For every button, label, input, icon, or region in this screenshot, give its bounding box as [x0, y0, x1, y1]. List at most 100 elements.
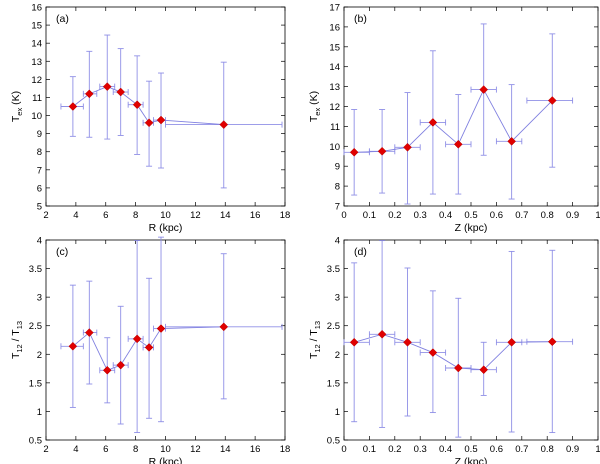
data-point [116, 87, 126, 97]
y-tick-label: 7 [335, 202, 340, 213]
x-tick-label: 0.9 [566, 210, 579, 221]
data-point [547, 96, 557, 105]
x-tick-label: 6 [103, 444, 108, 455]
x-tick-label: 18 [280, 444, 291, 455]
x-tick-label: 1 [595, 210, 600, 221]
data-point [479, 365, 489, 375]
y-tick-label: 2.5 [327, 321, 340, 332]
y-label-main: T [10, 352, 22, 359]
y-label-subscript: 12 [313, 344, 322, 352]
x-tick-label: 0.9 [566, 444, 579, 455]
panel-label: (c) [56, 246, 68, 258]
x-tick-label: 10 [160, 444, 171, 455]
y-tick-label: 7 [37, 165, 42, 176]
data-point [102, 82, 112, 91]
y-label-subscript: 12 [15, 344, 24, 352]
x-tick-label: 14 [220, 210, 231, 221]
y-tick-label: 10 [31, 111, 42, 122]
x-tick-label: 0.2 [388, 444, 401, 455]
x-tick-label: 0 [341, 210, 346, 221]
y-tick-label: 9 [37, 129, 42, 140]
data-point [116, 360, 126, 370]
data-point [219, 322, 229, 332]
x-tick-label: 14 [220, 444, 231, 455]
data-point [479, 85, 489, 94]
y-label-subscript: ex [313, 108, 322, 116]
y-tick-label: 16 [31, 3, 42, 14]
data-point [156, 115, 166, 125]
data-point [403, 142, 412, 152]
data-point [507, 337, 516, 347]
y-tick-label: 14 [329, 62, 340, 73]
x-tick-label: 4 [73, 210, 78, 221]
y-tick-label: 11 [32, 93, 42, 104]
x-tick-label: 0.6 [490, 444, 503, 455]
y-tick-label: 3.5 [29, 264, 42, 275]
x-tick-label: 8 [133, 444, 138, 455]
x-tick-label: 0.6 [490, 210, 503, 221]
y-tick-label: 1.5 [29, 378, 42, 389]
y-tick-label: 1 [37, 407, 42, 418]
y-tick-label: 9 [335, 162, 340, 173]
data-point [132, 100, 142, 110]
x-tick-label: 0.3 [414, 210, 427, 221]
x-tick-label: 0.4 [439, 444, 452, 455]
y-tick-label: 3 [335, 293, 340, 304]
x-tick-label: 0.5 [464, 210, 477, 221]
x-tick-label: 2 [43, 210, 48, 221]
panel-label: (a) [56, 13, 69, 25]
y-axis-label: T12 / T13 [10, 321, 24, 359]
y-tick-label: 13 [329, 82, 340, 93]
data-point [428, 118, 438, 127]
data-point [68, 102, 78, 111]
y-label-main: T [308, 352, 320, 359]
plot-frame [45, 239, 286, 441]
y-label-divider: / T [308, 329, 320, 345]
panel-c: 2 4 6 8 10 12 14 16 180.511.522.533.54R (kpc)T12… [10, 236, 290, 464]
y-label-main: T [308, 115, 320, 122]
y-tick-label: 0.5 [29, 436, 42, 447]
y-tick-label: 13 [31, 57, 42, 68]
x-tick-label: 8 [133, 210, 138, 221]
y-tick-label: 2.5 [29, 321, 42, 332]
x-tick-label: 4 [73, 444, 78, 455]
panel-d: 0 0.1 0.2 0.3 0.4 0.5 0.6 0.7 0.8 0.9 1 0.5 1 1.5 2 2.5… [308, 236, 600, 464]
data-point [403, 337, 412, 347]
x-tick-label: 1 [595, 444, 600, 455]
y-tick-label: 11 [330, 122, 340, 133]
y-tick-label: 15 [31, 21, 42, 32]
data-point [144, 343, 154, 352]
series-line [72, 86, 224, 126]
x-tick-label: 18 [280, 210, 291, 221]
data-point [349, 147, 359, 157]
x-tick-label: 16 [250, 210, 261, 221]
y-tick-label: 12 [329, 102, 340, 113]
data-point [377, 329, 387, 339]
y-tick-label: 5 [37, 202, 42, 213]
y-label-divider: / T [10, 329, 22, 345]
data-point [507, 136, 516, 146]
x-axis-label: Z (kpc) [455, 456, 488, 464]
data-point [132, 334, 142, 344]
data-point [84, 328, 94, 337]
x-tick-label: 0.3 [414, 444, 427, 455]
y-tick-label: 10 [329, 142, 340, 153]
series-line [354, 88, 553, 153]
x-tick-label: 0.7 [515, 210, 528, 221]
y-tick-label: 2 [335, 350, 340, 361]
data-point [453, 139, 463, 149]
data-point [547, 337, 557, 347]
x-tick-label: 0.7 [515, 444, 528, 455]
y-label-subscript-2: 13 [15, 321, 24, 329]
data-point [377, 146, 387, 156]
x-tick-label: 2 [43, 444, 48, 455]
y-tick-label: 3 [37, 293, 42, 304]
x-tick-label: 0.5 [464, 444, 477, 455]
y-tick-label: 4 [37, 236, 42, 247]
x-tick-label: 16 [250, 444, 261, 455]
y-axis-label: Tex (K) [308, 91, 322, 122]
data-point [453, 363, 463, 373]
y-axis-label: Tex (K) [10, 91, 24, 122]
panel-label: (b) [354, 13, 367, 25]
data-point [84, 89, 94, 99]
